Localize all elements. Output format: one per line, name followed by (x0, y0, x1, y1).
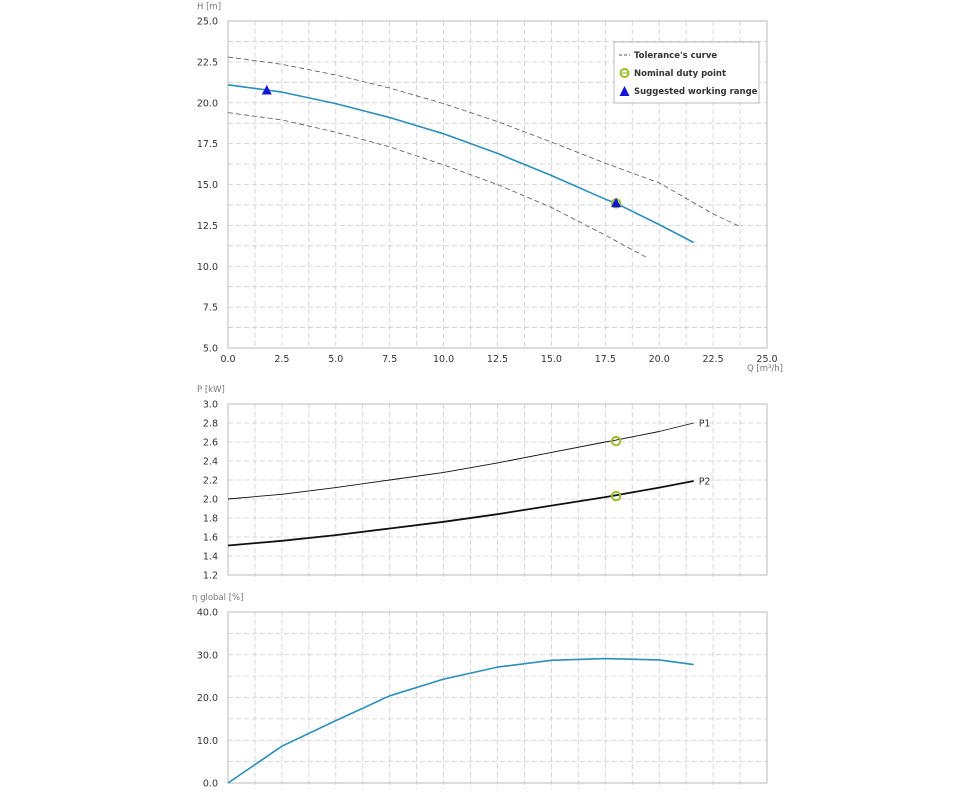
y-tick-label: 22.5 (197, 57, 218, 68)
y-tick-label: 2.8 (203, 419, 218, 430)
legend: Tolerance's curve Nominal duty point Sugge… (613, 41, 760, 104)
y-tick-label: 17.5 (197, 139, 218, 150)
x-tick-label: 10.0 (433, 354, 454, 365)
y-tick-label: 2.0 (203, 495, 218, 506)
series-line-p1 (227, 422, 694, 500)
series-line--global (227, 657, 694, 784)
y-tick-label: 12.5 (197, 221, 218, 232)
y-tick-label: 20.0 (197, 693, 218, 704)
y-tick-label: 1.4 (203, 552, 218, 563)
working-range-marker (611, 197, 622, 208)
x-tick-label: 12.5 (487, 354, 508, 365)
head-chart: 5.0 7.5 10.0 12.5 15.0 17.5 20.0 22.5 25.0 H [m] 0… (197, 2, 783, 374)
y-tick-label: 2.4 (203, 457, 218, 468)
plot-frame (227, 20, 768, 349)
plot-frame (227, 611, 768, 784)
x-tick-label: 5.0 (328, 354, 343, 365)
y-tick-label: 0.0 (203, 779, 218, 790)
plot-frame (227, 403, 768, 576)
y-tick-label: 1.8 (203, 514, 218, 525)
series-line-h (227, 84, 695, 244)
efficiency-chart: 0.0 10.0 20.0 30.0 40.0 η global [%] (192, 593, 768, 790)
legend-entry: Nominal duty point (634, 69, 726, 79)
x-tick-label: 17.5 (595, 354, 616, 365)
y-tick-label: 2.6 (203, 438, 218, 449)
x-tick-label: 20.0 (649, 354, 670, 365)
y-tick-label: 40.0 (197, 608, 218, 619)
working-range-marker (261, 84, 272, 95)
x-tick-label: 15.0 (541, 354, 562, 365)
x-tick-label: 0.0 (220, 354, 235, 365)
legend-entry: Suggested working range (634, 87, 758, 97)
x-tick-label: 22.5 (703, 354, 724, 365)
legend-entry: Tolerance's curve (634, 51, 717, 61)
y-axis-label: H [m] (197, 2, 221, 12)
nominal-duty-point (610, 490, 622, 502)
legend-working-range-swatch (619, 86, 630, 96)
y-tick-label: 1.6 (203, 533, 218, 544)
y-tick-label: 3.0 (203, 400, 218, 411)
y-axis-label: P [kW] (197, 385, 225, 395)
y-tick-label: 15.0 (197, 180, 218, 191)
power-chart: 1.2 1.4 1.6 1.8 2.0 2.2 2.4 2.6 2.8 3.0 P [kW] P1 P2 (197, 385, 768, 582)
y-axis-label: η global [%] (192, 593, 243, 603)
tolerance-curve (227, 112, 647, 258)
legend-box (613, 41, 760, 104)
series-line-p2 (227, 480, 694, 547)
x-tick-label: 25.0 (756, 354, 777, 365)
x-tick-label: 2.5 (274, 354, 289, 365)
y-tick-label: 10.0 (197, 736, 218, 747)
series-label: P2 (699, 476, 711, 487)
x-axis-label: Q [m³/h] (747, 364, 783, 374)
y-tick-label: 2.2 (203, 476, 218, 487)
nominal-duty-point (610, 435, 622, 447)
x-tick-label: 7.5 (382, 354, 397, 365)
series-label: P1 (699, 419, 711, 430)
y-tick-label: 10.0 (197, 262, 218, 273)
y-tick-label: 5.0 (203, 344, 218, 355)
y-tick-label: 30.0 (197, 650, 218, 661)
tolerance-curve (227, 56, 742, 228)
y-tick-label: 25.0 (197, 17, 218, 28)
y-tick-label: 20.0 (197, 98, 218, 109)
y-tick-label: 7.5 (203, 303, 218, 314)
y-tick-label: 1.2 (203, 571, 218, 582)
